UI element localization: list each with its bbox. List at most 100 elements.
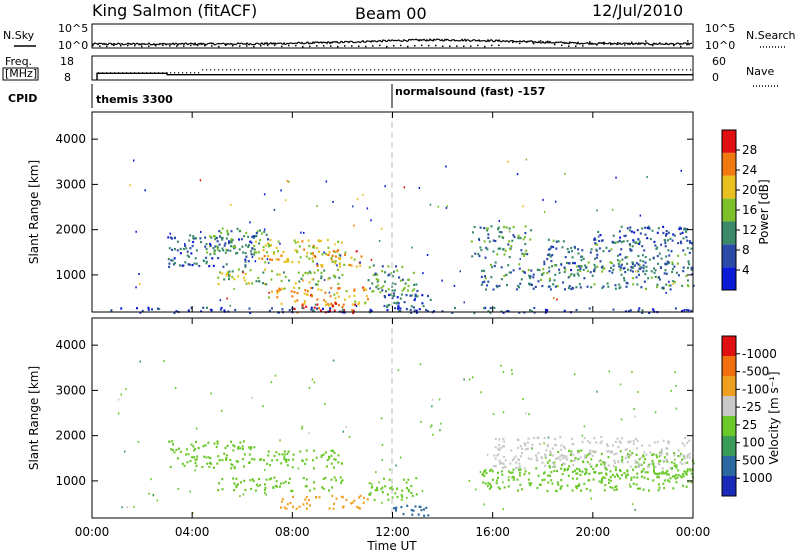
range-gate-cell: [247, 235, 250, 238]
range-gate-cell: [491, 478, 494, 481]
range-gate-cell: [624, 271, 627, 274]
range-gate-cell: [671, 239, 674, 242]
range-gate-cell: [645, 265, 648, 268]
range-gate-cell: [479, 246, 482, 249]
range-gate-cell: [549, 247, 552, 250]
scatter-cell: [280, 189, 282, 192]
range-gate-cell: [528, 482, 531, 485]
range-gate-cell: [623, 472, 626, 475]
range-gate-cell: [498, 284, 501, 287]
nave-point: [666, 69, 668, 71]
scatter-cell: [239, 495, 241, 498]
range-gate-cell: [320, 289, 323, 292]
range-gate-cell: [577, 274, 580, 277]
range-gate-cell: [679, 452, 682, 455]
range-gate-cell: [298, 287, 301, 290]
range-gate-cell: [658, 276, 660, 279]
range-gate-cell: [207, 441, 210, 444]
range-gate-cell: [224, 251, 227, 254]
nsearch-point: [561, 44, 563, 47]
range-gate-cell: [535, 456, 538, 459]
range-gate-cell: [344, 298, 346, 301]
range-gate-cell: [230, 239, 233, 242]
range-gate-cell: [243, 479, 246, 482]
range-gate-cell: [671, 270, 674, 273]
range-gate-cell: [629, 453, 632, 457]
range-gate-cell: [546, 489, 549, 493]
range-gate-cell: [316, 298, 319, 301]
range-gate-cell: [605, 246, 608, 249]
range-gate-cell: [189, 234, 192, 237]
range-gate-cell: [570, 459, 573, 463]
range-gate-cell: [494, 446, 497, 449]
range-gate-cell: [512, 478, 515, 481]
range-gate-cell: [275, 451, 278, 454]
range-gate-cell: [321, 486, 324, 489]
nsearch-point: [442, 45, 444, 47]
range-gate-cell: [168, 265, 171, 268]
range-gate-cell: [253, 446, 256, 449]
range-gate-cell: [671, 475, 674, 478]
freq-label-line2: [MHz]: [5, 67, 37, 80]
range-gate-cell: [338, 304, 340, 307]
range-gate-cell: [279, 506, 282, 509]
range-gate-cell: [110, 309, 113, 312]
range-gate-cell: [301, 303, 304, 306]
range-gate-cell: [313, 271, 316, 274]
range-gate-cell: [610, 266, 612, 269]
range-gate-cell: [608, 249, 611, 253]
range-gate-cell: [223, 278, 226, 281]
range-gate-cell: [306, 290, 309, 293]
range-gate-cell: [657, 473, 660, 476]
range-gate-cell: [249, 311, 252, 315]
range-gate-cell: [401, 265, 404, 269]
range-gate-cell: [249, 448, 252, 451]
range-gate-cell: [594, 257, 596, 260]
range-gate-cell: [279, 288, 282, 291]
range-gate-cell: [301, 240, 304, 243]
range-gate-cell: [410, 311, 413, 314]
range-gate-cell: [589, 441, 592, 444]
scatter-cell: [226, 297, 228, 300]
range-gate-cell: [641, 311, 644, 314]
range-gate-cell: [228, 275, 231, 278]
range-gate-cell: [616, 473, 619, 476]
nave-point: [194, 72, 196, 74]
range-gate-cell: [503, 466, 506, 469]
range-gate-cell: [505, 273, 508, 277]
nsearch-point: [358, 45, 360, 47]
range-gate-cell: [486, 229, 489, 232]
range-gate-cell: [388, 303, 391, 307]
range-gate-cell: [634, 241, 637, 244]
range-gate-cell: [291, 260, 294, 264]
range-gate-cell: [147, 308, 150, 311]
range-gate-cell: [251, 247, 254, 250]
range-gate-cell: [352, 309, 355, 312]
range-gate-cell: [542, 472, 545, 475]
range-gate-cell: [555, 264, 558, 267]
nave-point: [290, 69, 292, 71]
nave-point: [690, 69, 692, 71]
nave-point: [394, 69, 396, 71]
range-gate-cell: [271, 270, 273, 273]
range-gate-cell: [684, 472, 687, 475]
nave-point: [254, 69, 256, 71]
range-gate-cell: [412, 509, 415, 512]
range-gate-cell: [499, 461, 502, 464]
range-gate-cell: [381, 491, 384, 494]
scatter-cell: [328, 291, 331, 294]
range-gate-cell: [512, 269, 515, 272]
range-gate-cell: [279, 485, 281, 488]
range-gate-cell: [625, 285, 628, 288]
range-gate-cell: [410, 294, 413, 297]
range-gate-cell: [520, 455, 522, 458]
range-gate-cell: [659, 459, 662, 462]
range-gate-cell: [582, 257, 585, 260]
range-gate-cell: [677, 242, 680, 245]
nave-point: [170, 72, 172, 74]
range-gate-cell: [267, 245, 270, 248]
nave-point: [582, 69, 584, 71]
range-gate-cell: [308, 244, 311, 248]
range-gate-cell: [139, 311, 142, 314]
range-gate-cell: [321, 253, 324, 256]
